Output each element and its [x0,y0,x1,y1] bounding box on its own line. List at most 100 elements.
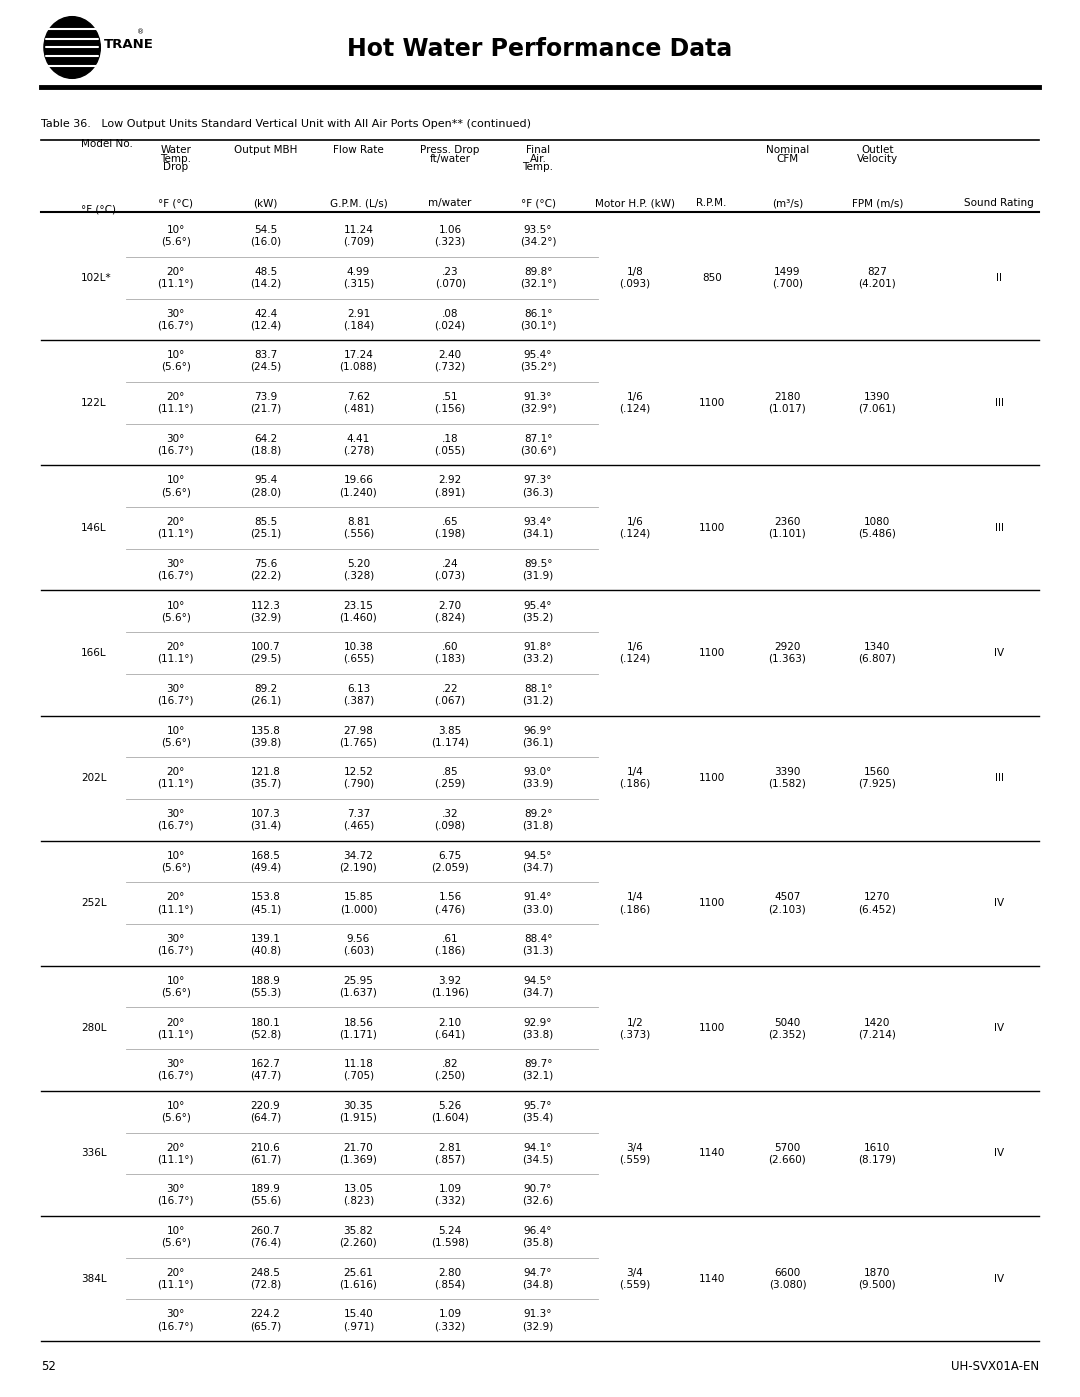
Text: 27.98
(1.765): 27.98 (1.765) [339,725,377,747]
Text: Table 36.   Low Output Units Standard Vertical Unit with All Air Ports Open** (c: Table 36. Low Output Units Standard Vert… [41,119,531,129]
Text: 95.7°
(35.4): 95.7° (35.4) [523,1101,554,1123]
Text: 95.4°
(35.2): 95.4° (35.2) [523,601,554,622]
Ellipse shape [44,17,100,78]
Text: 6.75
(2.059): 6.75 (2.059) [431,851,469,872]
Text: 42.4
(12.4): 42.4 (12.4) [249,309,281,330]
Text: 12.52
(.790): 12.52 (.790) [342,767,374,789]
Text: 1100: 1100 [699,773,725,784]
Text: 86.1°
(30.1°): 86.1° (30.1°) [519,309,556,330]
Text: 850: 850 [702,272,721,282]
Text: 252L: 252L [81,898,107,908]
Text: 210.6
(61.7): 210.6 (61.7) [249,1143,281,1164]
Text: 91.3°
(32.9°): 91.3° (32.9°) [519,393,556,414]
Text: 93.4°
(34.1): 93.4° (34.1) [523,517,554,539]
Text: Model No.: Model No. [81,140,133,149]
Text: 1100: 1100 [699,898,725,908]
Text: 10°
(5.6°): 10° (5.6°) [161,1101,191,1123]
Text: 1100: 1100 [699,522,725,532]
Text: FPM (m/s): FPM (m/s) [852,198,903,208]
Text: Drop: Drop [163,162,188,172]
Text: 19.66
(1.240): 19.66 (1.240) [339,475,377,497]
Text: 83.7
(24.5): 83.7 (24.5) [249,351,281,372]
Text: .32
(.098): .32 (.098) [434,809,465,831]
Text: 30°
(16.7°): 30° (16.7°) [158,935,194,956]
Text: .24
(.073): .24 (.073) [434,559,465,580]
Text: 34.72
(2.190): 34.72 (2.190) [339,851,377,872]
Text: 73.9
(21.7): 73.9 (21.7) [249,393,281,414]
Text: 94.5°
(34.7): 94.5° (34.7) [523,851,554,872]
Text: °F (°C): °F (°C) [159,198,193,208]
Text: 3390
(1.582): 3390 (1.582) [769,767,807,789]
Text: °F (°C): °F (°C) [521,198,555,208]
Text: .22
(.067): .22 (.067) [434,685,465,705]
Text: 100.7
(29.5): 100.7 (29.5) [249,643,281,664]
Text: 30°
(16.7°): 30° (16.7°) [158,433,194,455]
Text: 2180
(1.017): 2180 (1.017) [769,393,807,414]
Text: 20°
(11.1°): 20° (11.1°) [158,393,194,414]
Text: 4.41
(.278): 4.41 (.278) [342,433,374,455]
Text: 248.5
(72.8): 248.5 (72.8) [249,1267,281,1289]
Text: ®: ® [137,29,144,36]
Text: 121.8
(35.7): 121.8 (35.7) [249,767,281,789]
Text: 91.3°
(32.9): 91.3° (32.9) [523,1309,554,1331]
Text: Temp.: Temp. [523,162,554,172]
Text: 7.37
(.465): 7.37 (.465) [342,809,374,831]
Text: .85
(.259): .85 (.259) [434,767,465,789]
Text: Output MBH: Output MBH [234,145,297,155]
Text: 10°
(5.6°): 10° (5.6°) [161,225,191,247]
Text: 89.5°
(31.9): 89.5° (31.9) [523,559,554,580]
Text: .08
(.024): .08 (.024) [434,309,465,330]
Text: 166L: 166L [81,648,107,658]
Text: 10°
(5.6°): 10° (5.6°) [161,351,191,372]
Text: 1.09
(.332): 1.09 (.332) [434,1185,465,1206]
Text: Motor H.P. (kW): Motor H.P. (kW) [595,198,675,208]
Text: 153.8
(45.1): 153.8 (45.1) [249,893,281,914]
Text: 20°
(11.1°): 20° (11.1°) [158,1143,194,1164]
Text: 5.26
(1.604): 5.26 (1.604) [431,1101,469,1123]
Text: 88.1°
(31.2): 88.1° (31.2) [523,685,554,705]
Text: 10°
(5.6°): 10° (5.6°) [161,1227,191,1248]
Text: 3.85
(1.174): 3.85 (1.174) [431,725,469,747]
Text: 75.6
(22.2): 75.6 (22.2) [249,559,281,580]
Text: IV: IV [994,648,1004,658]
Text: 93.0°
(33.9): 93.0° (33.9) [523,767,554,789]
Text: 6600
(3.080): 6600 (3.080) [769,1267,807,1289]
Text: 30°
(16.7°): 30° (16.7°) [158,809,194,831]
Text: .23
(.070): .23 (.070) [434,267,465,289]
Text: 21.70
(1.369): 21.70 (1.369) [339,1143,377,1164]
Text: 1/4
(.186): 1/4 (.186) [619,893,650,914]
Text: 5040
(2.352): 5040 (2.352) [769,1017,807,1039]
Text: 1340
(6.807): 1340 (6.807) [859,643,896,664]
Text: 1080
(5.486): 1080 (5.486) [859,517,896,539]
Text: 1/6
(.124): 1/6 (.124) [619,393,650,414]
Text: 20°
(11.1°): 20° (11.1°) [158,1017,194,1039]
Text: 18.56
(1.171): 18.56 (1.171) [339,1017,377,1039]
Text: 30°
(16.7°): 30° (16.7°) [158,1059,194,1081]
Text: 6.13
(.387): 6.13 (.387) [342,685,374,705]
Text: IV: IV [994,1274,1004,1284]
Text: 4.99
(.315): 4.99 (.315) [342,267,374,289]
Text: 20°
(11.1°): 20° (11.1°) [158,893,194,914]
Text: 20°
(11.1°): 20° (11.1°) [158,643,194,664]
Text: 10°
(5.6°): 10° (5.6°) [161,851,191,872]
Text: 336L: 336L [81,1148,107,1158]
Text: 1100: 1100 [699,398,725,408]
Text: II: II [996,272,1002,282]
Text: Nominal: Nominal [766,145,809,155]
Text: Temp.: Temp. [160,154,191,163]
Text: 10°
(5.6°): 10° (5.6°) [161,601,191,622]
Text: Flow Rate: Flow Rate [333,145,383,155]
Text: 2.80
(.854): 2.80 (.854) [434,1267,465,1289]
Text: Outlet: Outlet [861,145,893,155]
Text: 91.8°
(33.2): 91.8° (33.2) [523,643,554,664]
Text: 96.9°
(36.1): 96.9° (36.1) [523,725,554,747]
Text: 30.35
(1.915): 30.35 (1.915) [339,1101,377,1123]
Text: 5700
(2.660): 5700 (2.660) [769,1143,807,1164]
Text: 89.2
(26.1): 89.2 (26.1) [249,685,281,705]
Text: 220.9
(64.7): 220.9 (64.7) [249,1101,281,1123]
Text: 162.7
(47.7): 162.7 (47.7) [249,1059,281,1081]
Text: 1420
(7.214): 1420 (7.214) [859,1017,896,1039]
Text: 30°
(16.7°): 30° (16.7°) [158,1309,194,1331]
Text: R.P.M.: R.P.M. [697,198,727,208]
Text: (kW): (kW) [254,198,278,208]
